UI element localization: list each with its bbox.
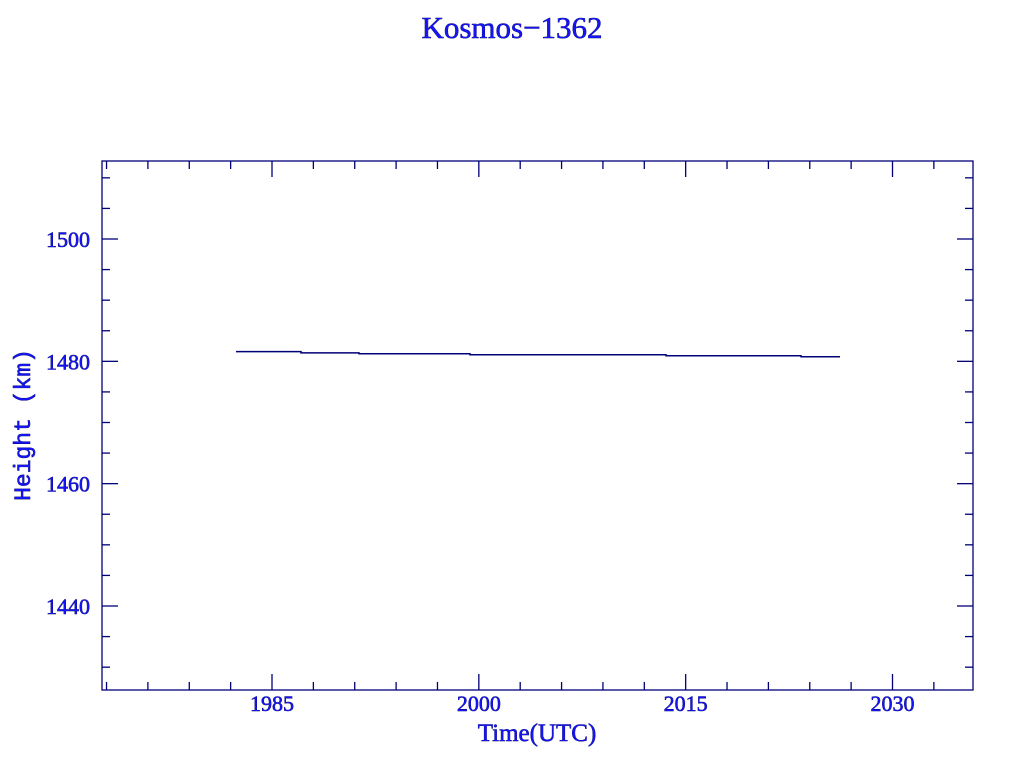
svg-text:1460: 1460 — [46, 472, 90, 497]
svg-text:1480: 1480 — [46, 349, 90, 374]
svg-text:1985: 1985 — [250, 691, 294, 716]
svg-text:1500: 1500 — [46, 227, 90, 252]
svg-text:2015: 2015 — [664, 691, 708, 716]
svg-text:Time(UTC): Time(UTC) — [478, 720, 597, 747]
svg-text:2030: 2030 — [871, 691, 915, 716]
svg-text:Kosmos−1362: Kosmos−1362 — [421, 10, 602, 45]
svg-text:1440: 1440 — [46, 594, 90, 619]
svg-text:2000: 2000 — [457, 691, 501, 716]
svg-text:Height (km): Height (km) — [11, 349, 37, 501]
